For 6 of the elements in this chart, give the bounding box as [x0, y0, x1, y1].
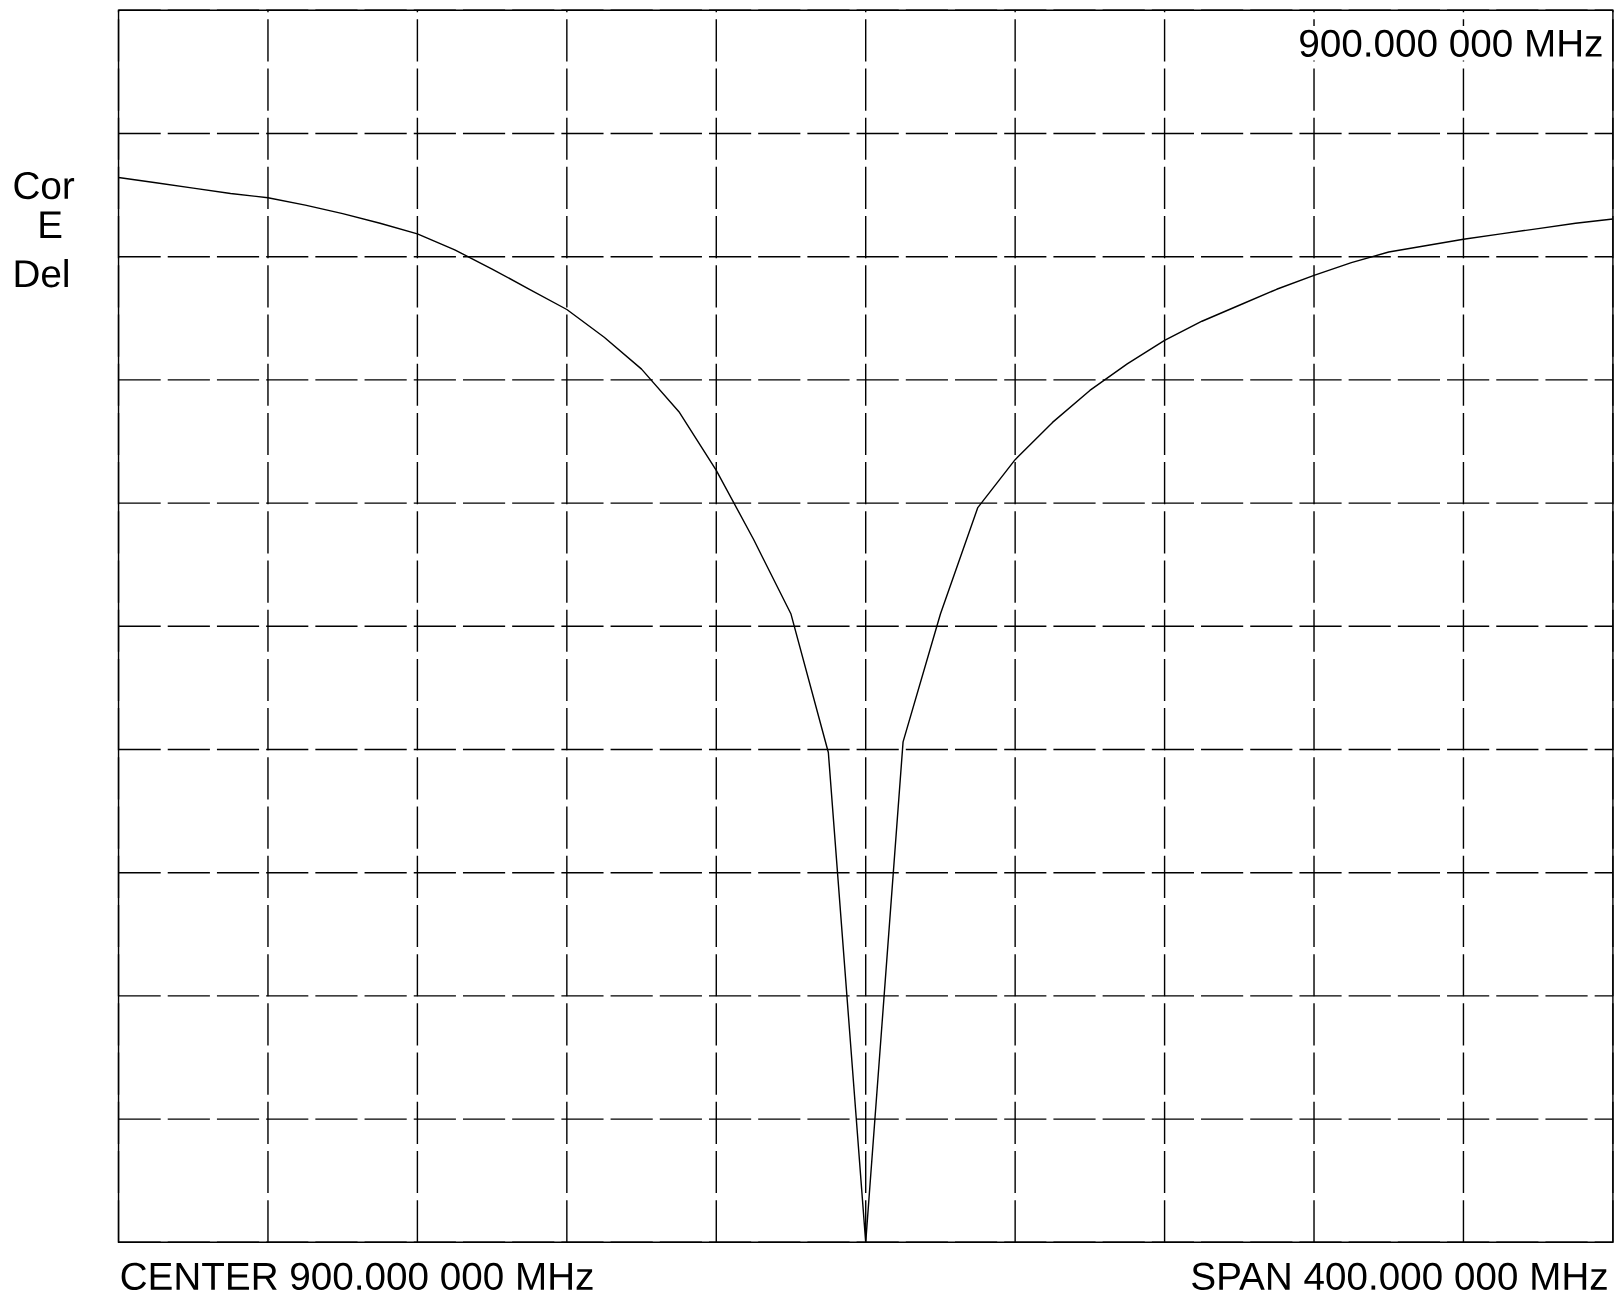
text: E: [40, 211, 62, 239]
text: Cor: [14, 171, 75, 200]
text: 900.000 000 MHz: [1300, 29, 1602, 57]
text: Del: [15, 259, 68, 288]
text: SPAN 400.000 000 MHz: [1192, 1262, 1607, 1291]
text: CENTER 900.000 000 MHz: [121, 1262, 593, 1291]
